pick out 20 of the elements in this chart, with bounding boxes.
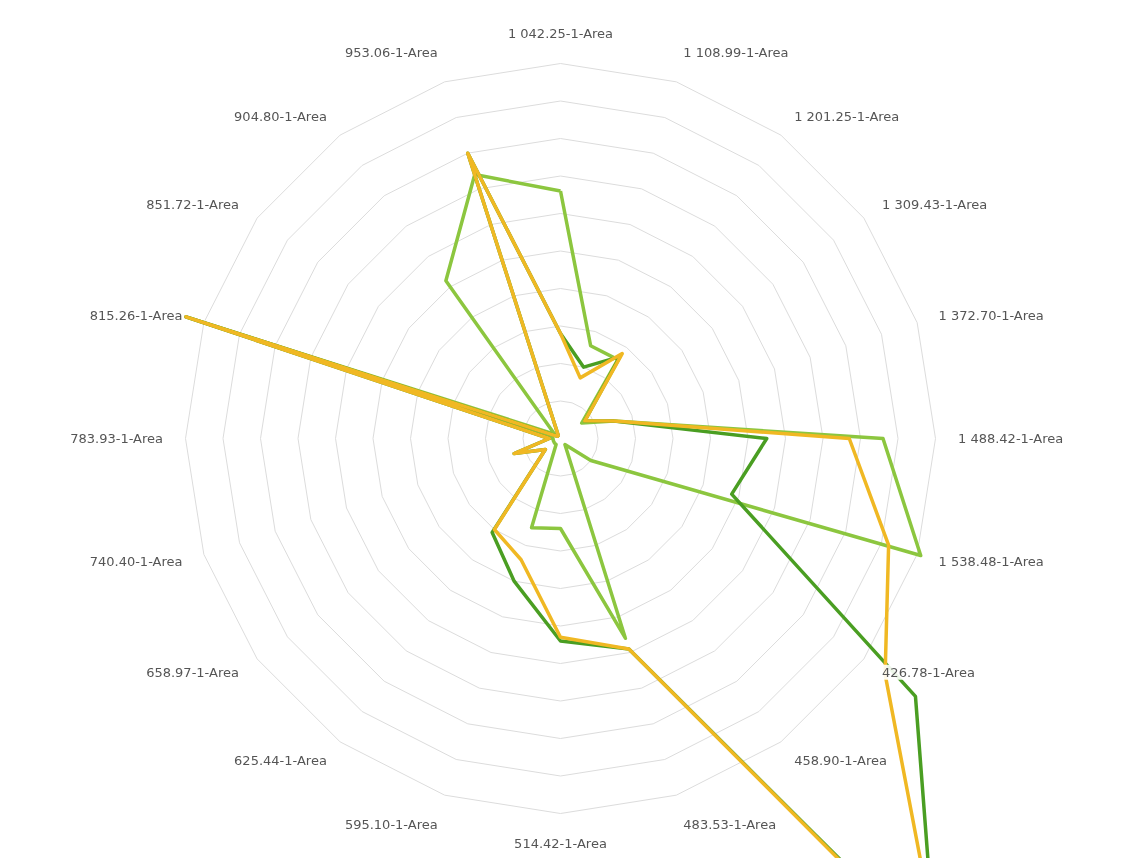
spoke-label: 514.42-1-Area: [514, 836, 607, 851]
spoke-label: 426.78-1-Area: [882, 664, 975, 680]
spoke-label: 740.40-1-Area: [89, 553, 183, 569]
spoke-label: 483.53-1-Area: [683, 816, 777, 832]
spoke-label: 783.93-1-Area: [70, 431, 164, 446]
spoke-label: 815.26-1-Area: [89, 308, 183, 324]
spoke-label: 1 309.43-1-Area: [882, 197, 988, 213]
spoke-label: 625.44-1-Area: [234, 752, 327, 768]
spoke-label: 458.90-1-Area: [794, 752, 887, 768]
spoke-label: 904.80-1-Area: [234, 109, 327, 125]
spoke-label: 658.97-1-Area: [146, 664, 239, 680]
spoke-label: 1 201.25-1-Area: [794, 109, 900, 125]
spoke-label: 1 488.42-1-Area: [958, 431, 1064, 446]
spoke-label: 1 108.99-1-Area: [683, 45, 789, 61]
spoke-label: 1 042.25-1-Area: [507, 26, 614, 41]
spoke-label: 1 538.48-1-Area: [938, 553, 1044, 569]
spoke-label: 851.72-1-Area: [146, 197, 239, 213]
spoke-label: 595.10-1-Area: [344, 816, 438, 832]
spoke-label: 953.06-1-Area: [344, 45, 438, 61]
spoke-label: 1 372.70-1-Area: [938, 308, 1044, 324]
